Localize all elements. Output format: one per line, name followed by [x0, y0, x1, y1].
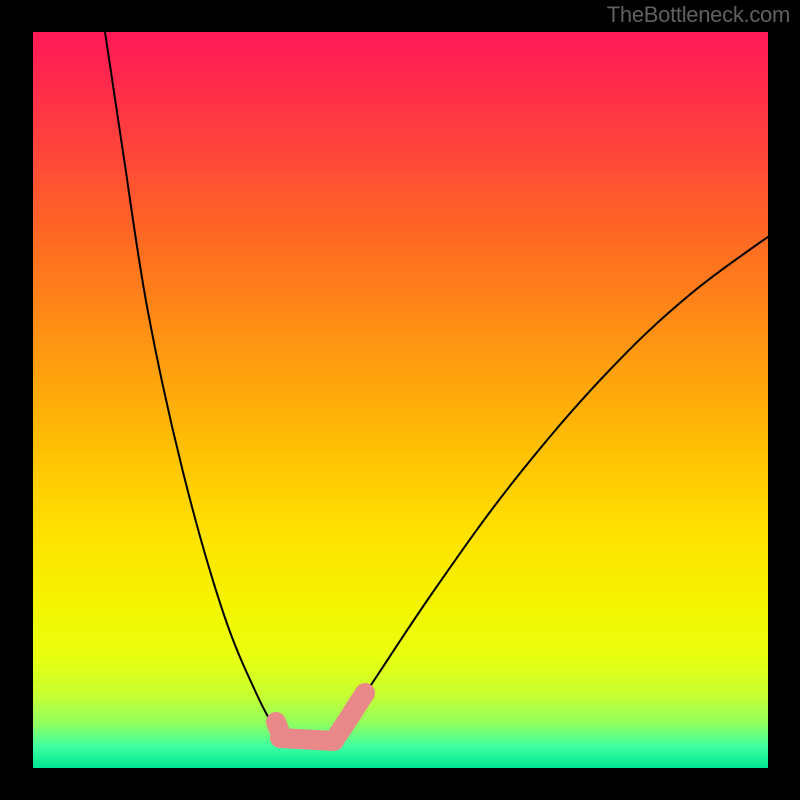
watermark-text: TheBottleneck.com: [607, 2, 790, 28]
chart-container: TheBottleneck.com: [0, 0, 800, 800]
chart-svg: [0, 0, 800, 800]
plot-background: [33, 32, 768, 768]
marker-3: [352, 693, 365, 713]
